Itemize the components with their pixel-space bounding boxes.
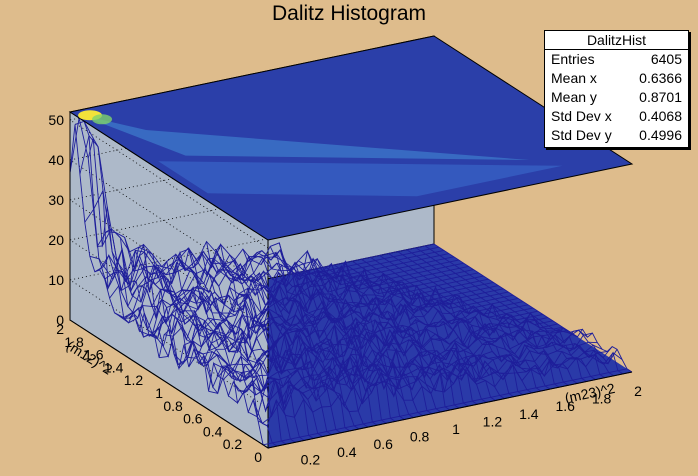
stats-row-std-x: Std Dev x 0.4068	[551, 108, 682, 124]
y-tick-label: 1.2	[124, 372, 144, 388]
colz-density	[158, 161, 563, 197]
z-tick-label: 30	[48, 192, 64, 208]
x-tick-label: 1.2	[483, 413, 503, 429]
stats-box: DalitzHist Entries 6405 Mean x 0.6366 Mean…	[544, 30, 689, 148]
surface-col	[242, 248, 442, 413]
y-tick-label: 1.4	[104, 359, 124, 375]
surface-col	[260, 251, 460, 409]
surface-col	[197, 252, 396, 422]
x-axis-line	[267, 371, 633, 449]
surface-col	[324, 266, 524, 396]
stats-row-mean-x: Mean x 0.6366	[551, 70, 682, 86]
x-tick-label: 1.4	[519, 406, 539, 422]
surface-col	[124, 237, 323, 437]
surface-col	[142, 250, 342, 434]
surface-col	[278, 242, 478, 405]
surface-col	[297, 249, 496, 401]
x-tick-label: 2	[634, 383, 642, 399]
surface-col	[233, 254, 433, 415]
surface-col	[379, 255, 578, 384]
x-tick-label: 0.8	[410, 429, 430, 445]
surface-col	[360, 258, 560, 388]
z-tick-label: 0	[56, 312, 64, 328]
surface-col	[415, 247, 615, 377]
z-tick-label: 10	[48, 272, 64, 288]
z-tick-label: 20	[48, 232, 64, 248]
y-tick-label: 0	[254, 449, 262, 465]
surface-col	[151, 260, 351, 432]
surface-col	[133, 243, 332, 436]
surface-col	[406, 249, 605, 379]
y-tick-label: 1	[155, 385, 163, 401]
stats-row-std-y: Std Dev y 0.4996	[551, 127, 682, 143]
x-tick-label: 1.6	[555, 398, 575, 414]
surface-col	[342, 262, 542, 392]
x-tick-label: 1.8	[592, 391, 612, 407]
colz-band	[78, 114, 530, 160]
y-tick-label: 0.4	[203, 423, 223, 439]
surface-col	[388, 253, 587, 382]
surface-col	[224, 254, 423, 417]
surface-mesh	[69, 117, 633, 449]
y-tick-label: 0.2	[223, 436, 243, 452]
chart-title: Dalitz Histogram	[271, 2, 427, 25]
x-tick-label: 1	[452, 421, 460, 437]
surface-col	[351, 260, 551, 390]
surface-col	[78, 117, 278, 447]
surface-col	[397, 251, 596, 380]
surface-col	[370, 256, 569, 386]
stats-row-mean-y: Mean y 0.8701	[551, 89, 682, 105]
z-tick-label: 40	[48, 152, 64, 168]
y-axis-line	[69, 319, 269, 449]
y-tick-label: 1.6	[84, 347, 104, 363]
stats-title: DalitzHist	[545, 31, 688, 50]
y-tick-label: 0.6	[183, 411, 203, 427]
surface-col	[187, 247, 387, 424]
surface-col	[169, 250, 369, 428]
x-tick-label: 0.4	[337, 444, 357, 460]
top-color-map	[68, 35, 634, 241]
y-tick-label: 1.8	[64, 334, 84, 350]
colz-peak-halo	[92, 114, 113, 125]
z-tick-label: 50	[48, 112, 64, 128]
stats-row-entries: Entries 6405	[551, 51, 682, 67]
surface-col	[206, 241, 405, 420]
y-tick-label: 2	[56, 321, 64, 337]
x-tick-label: 0.2	[301, 451, 321, 467]
y-tick-label: 0.8	[163, 398, 183, 414]
surface-col	[115, 232, 314, 439]
surface-col	[433, 243, 633, 373]
surface-col	[106, 227, 305, 441]
x-tick-label: 0.6	[373, 436, 393, 452]
surface-col	[424, 245, 624, 375]
